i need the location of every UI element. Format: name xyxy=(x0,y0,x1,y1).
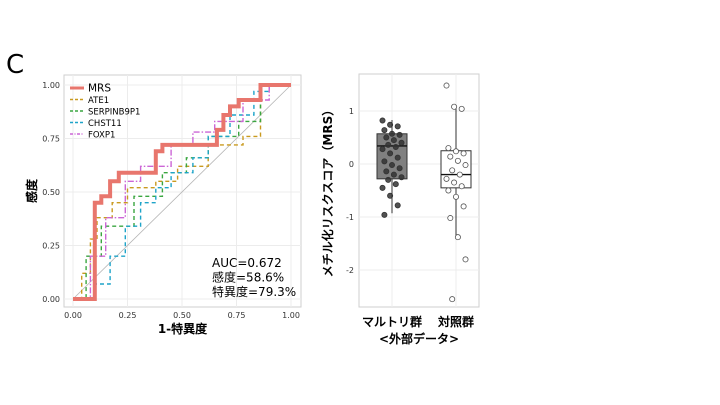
roc-y-tick-label: 0.50 xyxy=(42,188,60,197)
box-category-label: 対照群 xyxy=(437,314,474,329)
roc-legend-label: SERPINB9P1 xyxy=(88,108,140,118)
panel-label: C xyxy=(6,50,25,80)
roc-series-line-mrs xyxy=(73,83,291,301)
box-data-point xyxy=(396,131,403,138)
box-data-point xyxy=(387,150,394,157)
box-data-point xyxy=(447,153,454,160)
box-x-axis-title: <外部データ> xyxy=(379,331,459,346)
box-data-point xyxy=(456,171,463,178)
roc-x-tick-label: 1.00 xyxy=(282,311,300,320)
boxplot-chart: 1 0 -1 -2 マルトリ群 対照群 <外部データ> メチル化リスクスコア（MRS） xyxy=(320,73,480,346)
roc-legend-label: ATE1 xyxy=(88,96,109,106)
box-y-tick-label: 1 xyxy=(349,107,354,116)
box-data-point xyxy=(387,121,394,128)
box-data-point xyxy=(381,158,388,165)
box-data-point xyxy=(460,150,467,157)
box-data-point xyxy=(385,141,392,148)
box-data-point xyxy=(447,215,454,222)
box-data-point xyxy=(381,211,388,218)
roc-annotation: 特異度=79.3% xyxy=(212,284,296,299)
roc-chart: 0.00 0.25 0.50 0.75 1.00 0.00 0.25 0.50 0.75 1.00… xyxy=(24,74,302,336)
box-data-point xyxy=(452,193,459,200)
box-data-point xyxy=(392,144,399,151)
box-data-point xyxy=(454,157,461,164)
box-data-point xyxy=(394,123,401,130)
box-data-point xyxy=(460,203,467,210)
box-data-point xyxy=(379,184,386,191)
box-data-point xyxy=(398,139,405,146)
box-data-point xyxy=(379,117,386,124)
box-data-point xyxy=(458,183,465,190)
box-data-point xyxy=(451,179,458,186)
roc-y-tick-label: 0.25 xyxy=(42,242,60,251)
box-y-tick-label: -1 xyxy=(346,213,354,222)
box-data-point xyxy=(390,137,397,144)
roc-legend-label: CHST11 xyxy=(88,119,122,129)
box-data-point xyxy=(462,256,469,263)
box-y-tick-label: 0 xyxy=(349,160,354,169)
box-data-point xyxy=(451,103,458,110)
box-data-point xyxy=(381,127,388,134)
roc-x-tick-label: 0.75 xyxy=(228,311,246,320)
box-plot-area xyxy=(358,73,480,308)
box-data-point xyxy=(388,130,395,137)
roc-diagonal-line xyxy=(72,84,292,300)
box-data-point xyxy=(390,171,397,178)
roc-annotation: AUC=0.672 xyxy=(212,256,282,270)
box-data-point xyxy=(383,134,390,141)
box-data-point xyxy=(385,176,392,183)
box-data-point xyxy=(454,234,461,241)
box-data-point xyxy=(392,181,399,188)
roc-series-line-foxp1 xyxy=(73,84,291,300)
box-data-point xyxy=(394,154,401,161)
roc-y-axis-title: 感度 xyxy=(24,178,39,203)
box-data-point xyxy=(443,82,450,89)
roc-y-tick-label: 1.00 xyxy=(42,81,60,90)
box-data-point xyxy=(383,168,390,175)
box-y-tick-label: -2 xyxy=(346,266,354,275)
box-category-label: マルトリ群 xyxy=(362,314,422,329)
roc-x-tick-label: 0.00 xyxy=(64,311,82,320)
roc-annotation: 感度=58.6% xyxy=(212,270,284,285)
roc-x-tick-label: 0.25 xyxy=(119,311,137,320)
box-data-point xyxy=(394,202,401,209)
roc-y-tick-label: 0.00 xyxy=(42,295,60,304)
box-data-point xyxy=(445,187,452,194)
box-data-point xyxy=(445,145,452,152)
box-data-point xyxy=(452,148,459,155)
box-y-axis-title: メチル化リスクスコア（MRS） xyxy=(320,104,335,277)
roc-x-tick-label: 0.50 xyxy=(173,311,191,320)
box-data-point xyxy=(443,175,450,182)
box-data-point xyxy=(398,174,405,181)
box-data-point xyxy=(396,165,403,172)
box-data-point xyxy=(388,162,395,169)
roc-y-tick-label: 0.75 xyxy=(42,135,60,144)
box-data-point xyxy=(387,192,394,199)
box-data-point xyxy=(458,105,465,112)
roc-legend-label: MRS xyxy=(88,83,111,95)
roc-x-axis-title: 1-特異度 xyxy=(158,321,208,336)
box-data-point xyxy=(449,296,456,303)
roc-legend-label: FOXP1 xyxy=(88,131,115,141)
box-data-point xyxy=(449,167,456,174)
box-data-point xyxy=(462,162,469,169)
box-data-point xyxy=(379,146,386,153)
